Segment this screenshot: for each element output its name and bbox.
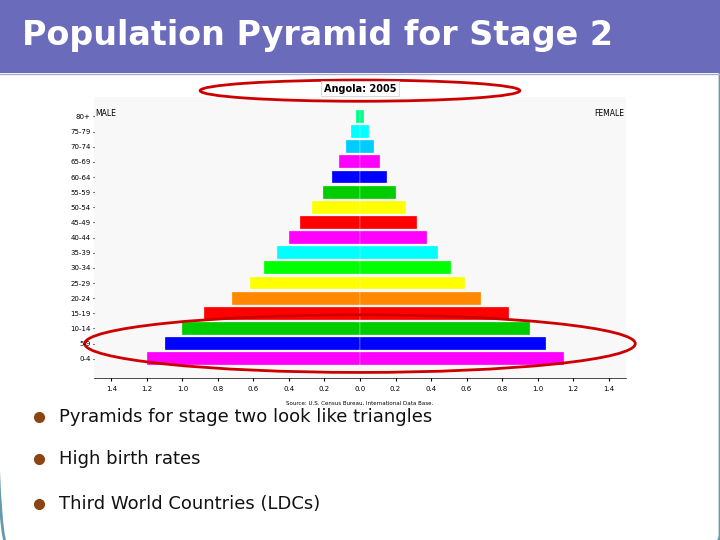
Bar — [351, 125, 360, 138]
Bar — [165, 337, 360, 350]
Bar — [182, 322, 360, 335]
Bar — [360, 171, 387, 184]
Bar — [250, 276, 360, 289]
Bar — [312, 201, 360, 214]
Bar — [204, 307, 360, 320]
Bar — [360, 186, 395, 199]
Bar — [360, 337, 546, 350]
Title: Angola: 2005: Angola: 2005 — [324, 84, 396, 93]
Bar — [360, 216, 417, 229]
Bar — [264, 261, 360, 274]
Bar — [300, 216, 360, 229]
Bar — [360, 353, 564, 365]
Bar — [360, 156, 379, 168]
Bar — [360, 110, 364, 123]
Bar — [360, 140, 374, 153]
Bar — [147, 353, 360, 365]
Text: FEMALE: FEMALE — [595, 109, 625, 118]
FancyBboxPatch shape — [0, 0, 720, 72]
Text: Source: U.S. Census Bureau, International Data Base.: Source: U.S. Census Bureau, Internationa… — [287, 401, 433, 406]
Text: Population Pyramid for Stage 2: Population Pyramid for Stage 2 — [22, 18, 613, 52]
Bar — [360, 246, 438, 259]
Text: MALE: MALE — [95, 109, 116, 118]
Bar — [360, 125, 369, 138]
Bar — [360, 322, 531, 335]
Text: Pyramids for stage two look like triangles: Pyramids for stage two look like triangl… — [59, 408, 432, 426]
Bar — [232, 292, 360, 305]
Text: Third World Countries (LDCs): Third World Countries (LDCs) — [59, 495, 320, 514]
Bar — [356, 110, 360, 123]
Bar — [323, 186, 360, 199]
Bar — [360, 231, 428, 244]
Bar — [289, 231, 360, 244]
Bar — [360, 261, 451, 274]
Bar — [360, 201, 406, 214]
Bar — [276, 246, 360, 259]
Bar — [360, 276, 465, 289]
Bar — [360, 307, 509, 320]
Bar — [360, 292, 481, 305]
Bar — [338, 156, 360, 168]
Bar — [332, 171, 360, 184]
Bar — [346, 140, 360, 153]
Text: High birth rates: High birth rates — [59, 450, 200, 468]
